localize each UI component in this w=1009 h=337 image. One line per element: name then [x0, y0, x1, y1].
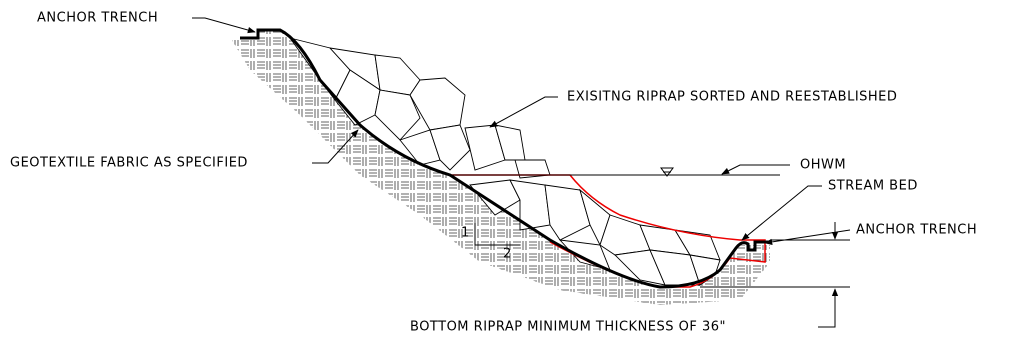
leader — [722, 165, 790, 174]
label: GEOTEXTILE FABRIC AS SPECIFIED — [10, 156, 248, 171]
leader — [818, 305, 835, 327]
riprap-section: ANCHOR TRENCH EXISITNG RIPRAP SORTED AND… — [0, 0, 1009, 337]
label: ANCHOR TRENCH — [856, 223, 977, 238]
label: STREAM BED — [828, 179, 918, 194]
leader — [490, 97, 558, 127]
label: ANCHOR TRENCH — [37, 11, 158, 26]
label: BOTTOM RIPRAP MINIMUM THICKNESS OF 36" — [410, 320, 726, 335]
slope-rise: 1 — [461, 226, 470, 241]
leader — [765, 230, 850, 243]
label: EXISITNG RIPRAP SORTED AND REESTABLISHED — [567, 90, 897, 105]
slope-run: 2 — [503, 247, 512, 262]
leader — [192, 18, 255, 32]
leader — [742, 186, 822, 240]
label: OHWM — [800, 158, 846, 173]
